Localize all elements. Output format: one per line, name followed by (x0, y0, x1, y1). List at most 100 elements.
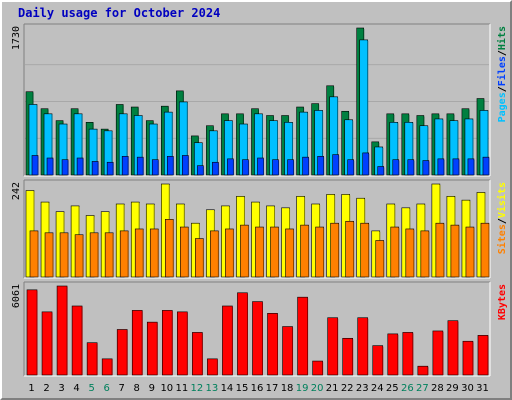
x-tick-label: 31 (476, 383, 489, 394)
bar-sites (360, 222, 370, 278)
bar-kbytes (222, 305, 233, 376)
y-max-label: 242 (11, 182, 22, 200)
bar-kbytes (86, 342, 98, 376)
bar-sites-body (225, 228, 234, 278)
legend-entry: Sites (496, 224, 508, 254)
bar-pages-body (257, 157, 264, 176)
x-tick-label: 24 (371, 383, 384, 394)
bar-kbytes (357, 317, 369, 376)
bar-sites (465, 226, 475, 278)
bar-sites (405, 228, 415, 278)
bar-pages-body (482, 156, 490, 176)
bar-sites-body (59, 232, 69, 278)
legend-entry: Hits (496, 26, 508, 50)
bar-sites (164, 219, 174, 278)
x-tick-label: 21 (326, 383, 339, 394)
bar-pages (31, 155, 39, 176)
bar-kbytes (462, 340, 474, 376)
bar-kbytes (387, 333, 399, 376)
bar-kbytes (207, 358, 218, 376)
x-tick-label: 25 (386, 383, 399, 394)
bar-kbytes-body (252, 301, 263, 376)
x-tick-label: 16 (251, 383, 264, 394)
bar-pages-body (76, 157, 84, 176)
bar-kbytes-body (116, 329, 128, 376)
bar-sites-body (164, 219, 174, 278)
bar-pages-body (166, 156, 174, 176)
bar-kbytes-body (161, 310, 173, 376)
bar-pages-body (197, 165, 204, 176)
bar-pages (242, 159, 249, 176)
bar-kbytes (237, 292, 248, 376)
bar-pages (227, 158, 234, 176)
bar-kbytes (402, 332, 414, 376)
bar-sites (210, 230, 219, 278)
bar-pages (76, 157, 84, 176)
bar-pages-body (182, 155, 189, 176)
bar-pages (467, 158, 475, 176)
bar-pages-body (121, 156, 129, 176)
bar-pages-body (106, 161, 114, 176)
bar-kbytes (342, 337, 354, 376)
bar-sites-body (285, 228, 294, 278)
x-tick-label: 20 (311, 383, 324, 394)
bar-kbytes-body (477, 335, 489, 376)
bar-sites-body (149, 228, 159, 278)
bar-kbytes-body (462, 340, 474, 376)
bar-pages (302, 156, 310, 176)
bar-kbytes (297, 296, 309, 376)
legend-entry: KBytes (497, 284, 508, 320)
bar-pages (482, 156, 490, 176)
bar-kbytes-body (86, 342, 98, 376)
bar-pages-body (242, 159, 249, 176)
bar-kbytes (327, 317, 339, 376)
bar-pages (347, 159, 355, 176)
x-tick-label: 4 (73, 383, 79, 394)
bar-sites-body (74, 234, 84, 278)
bar-kbytes-body (26, 289, 38, 376)
bar-pages-body (151, 159, 159, 176)
bar-kbytes-body (207, 358, 218, 376)
bar-pages (287, 159, 295, 176)
bar-pages-body (407, 159, 415, 176)
bar-kbytes (252, 301, 263, 376)
x-tick-label: 6 (103, 383, 109, 394)
legend-entry: Files (496, 56, 508, 86)
bar-kbytes (192, 332, 203, 376)
bar-pages-body (347, 159, 354, 176)
bar-sites (450, 224, 460, 278)
x-tick-label: 14 (221, 383, 234, 394)
bar-kbytes-body (342, 337, 353, 376)
bar-kbytes-body (267, 313, 278, 376)
bar-pages (272, 159, 280, 176)
bar-pages (257, 157, 264, 176)
bar-kbytes-body (101, 358, 113, 376)
bar-sites-body (210, 230, 219, 278)
bar-sites-body (240, 224, 249, 278)
bar-kbytes (71, 305, 83, 376)
bar-sites-body (180, 226, 189, 278)
bar-sites (270, 226, 280, 278)
bar-sites-body (465, 226, 475, 278)
bar-sites (345, 220, 355, 278)
bar-pages-body (437, 158, 445, 176)
x-tick-label: 22 (341, 383, 354, 394)
bar-pages (437, 158, 445, 176)
bar-kbytes (131, 310, 143, 376)
bar-pages (377, 166, 385, 176)
bar-kbytes (101, 358, 113, 376)
bar-kbytes (447, 320, 459, 376)
x-tick-label: 30 (461, 383, 474, 394)
bar-pages (362, 152, 370, 176)
bar-sites (435, 222, 445, 278)
bar-sites-body (345, 220, 354, 278)
bar-sites (195, 238, 204, 278)
bar-sites-body (435, 222, 445, 278)
x-tick-label: 18 (281, 383, 294, 394)
bar-pages (212, 161, 219, 176)
x-tick-label: 10 (160, 383, 173, 394)
bar-pages (182, 155, 189, 176)
bar-kbytes (267, 313, 279, 376)
bar-sites (420, 230, 430, 278)
